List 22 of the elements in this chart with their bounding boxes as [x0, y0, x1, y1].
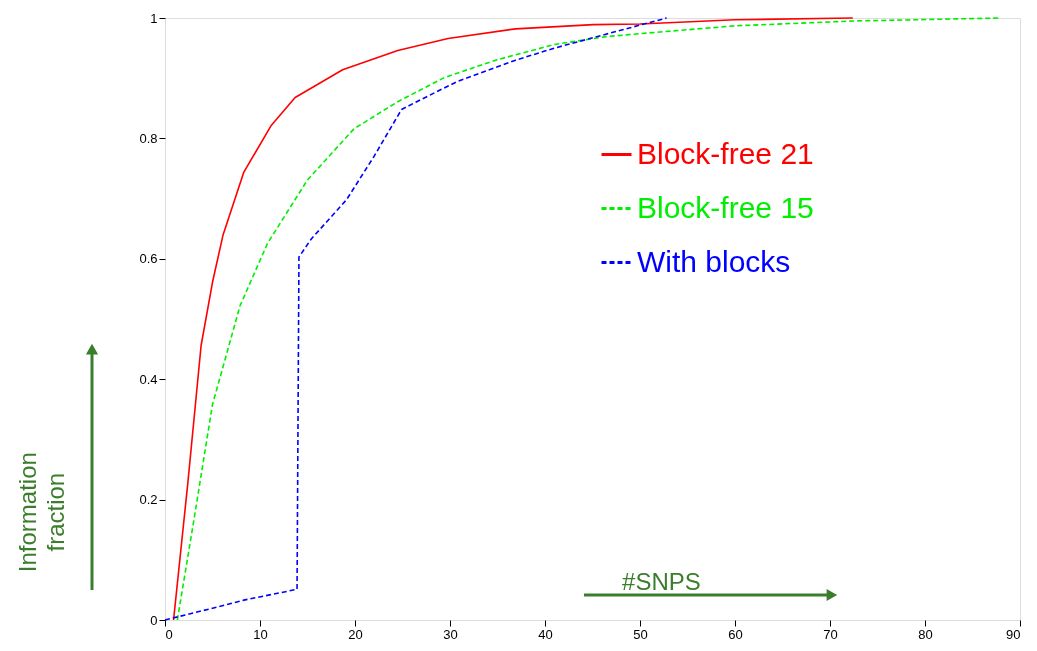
x-tick-label: 90	[1006, 626, 1021, 642]
x-tick-label: 20	[348, 626, 363, 642]
x-tick-label: 70	[823, 626, 838, 642]
legend-label: Block-free 21	[637, 136, 814, 170]
x-tick-label: 10	[253, 626, 268, 642]
legend-label: With blocks	[637, 244, 791, 278]
x-tick-label: 80	[918, 626, 933, 642]
x-tick-label: 30	[443, 626, 458, 642]
y-tick-label: 0.8	[139, 130, 158, 146]
x-tick-label: 0	[165, 626, 173, 642]
x-tick-label: 40	[538, 626, 553, 642]
y-axis-title: Information fraction	[13, 452, 69, 573]
y-tick-label: 0.6	[139, 251, 158, 267]
x-tick-label: 50	[633, 626, 648, 642]
y-tick-label: 0.2	[139, 492, 158, 508]
line-series	[172, 17, 854, 621]
y-tick-label: 0	[150, 612, 158, 628]
x-axis-title: #SNPS	[622, 567, 701, 595]
x-tick-label: 60	[728, 626, 743, 642]
y-tick-label: 1	[150, 10, 158, 26]
y-tick-label: 0.4	[139, 371, 158, 387]
legend-label: Block-free 15	[637, 190, 814, 224]
